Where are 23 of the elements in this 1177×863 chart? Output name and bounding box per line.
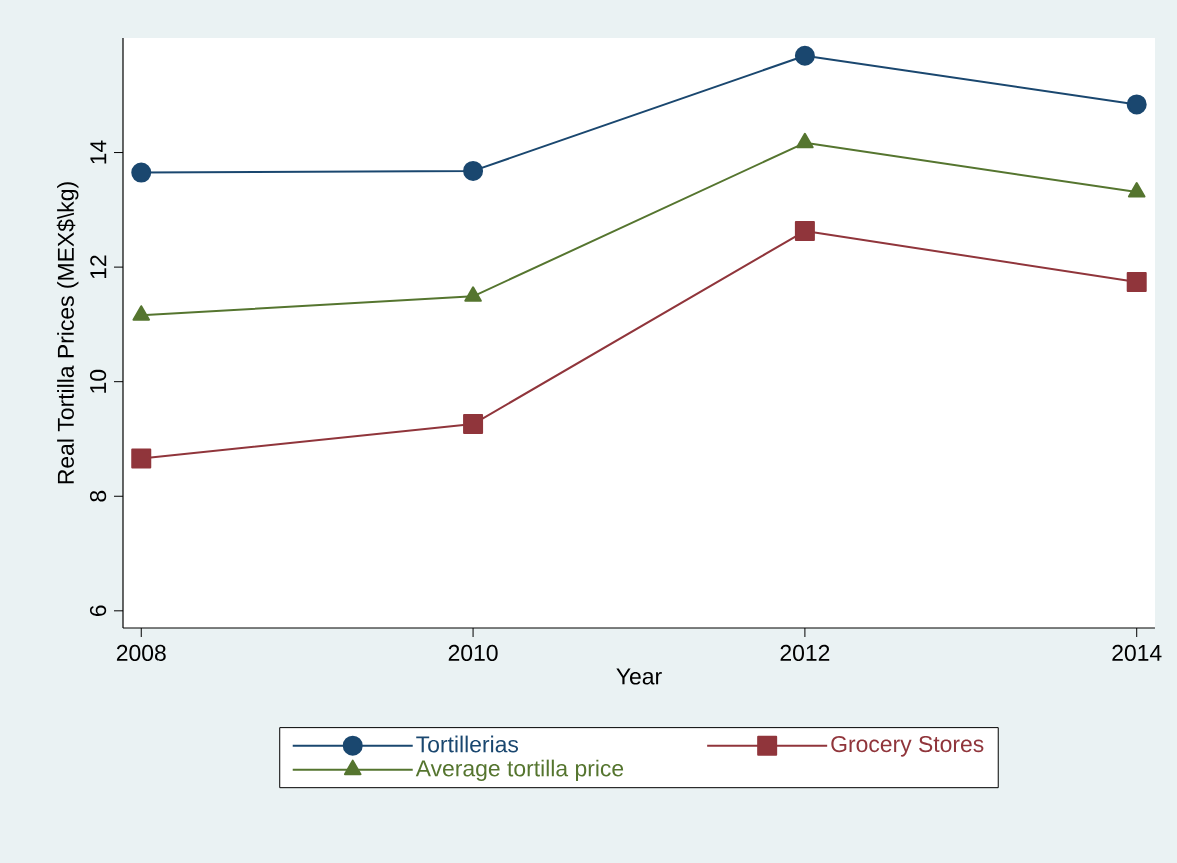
point [1126,94,1147,115]
point [463,414,484,435]
point [1126,272,1147,293]
point [794,45,815,66]
point [131,448,152,469]
text: Average tortilla price [415,759,624,781]
point [463,160,484,181]
point [1127,182,1146,198]
x-axis-title: Year [616,668,662,685]
y-tick-label: 6 [89,605,107,617]
point [794,221,815,242]
y-tick-label: 10 [89,369,107,393]
x-tick-label: 2014 [1112,644,1162,662]
y-tick-label: 12 [90,255,107,279]
y-tick-label: 14 [90,140,107,164]
x-tick-label: 2008 [116,644,166,662]
y-tick-label: 8 [89,490,107,502]
x-tick-label: 2010 [448,644,498,662]
legend-label: Tortillerias [416,735,519,753]
point [131,162,152,183]
text: Grocery Stores [831,735,984,757]
x-tick-label: 2012 [780,644,830,662]
y-axis-title: Real Tortilla Prices (MEX$\kg) [56,182,79,484]
